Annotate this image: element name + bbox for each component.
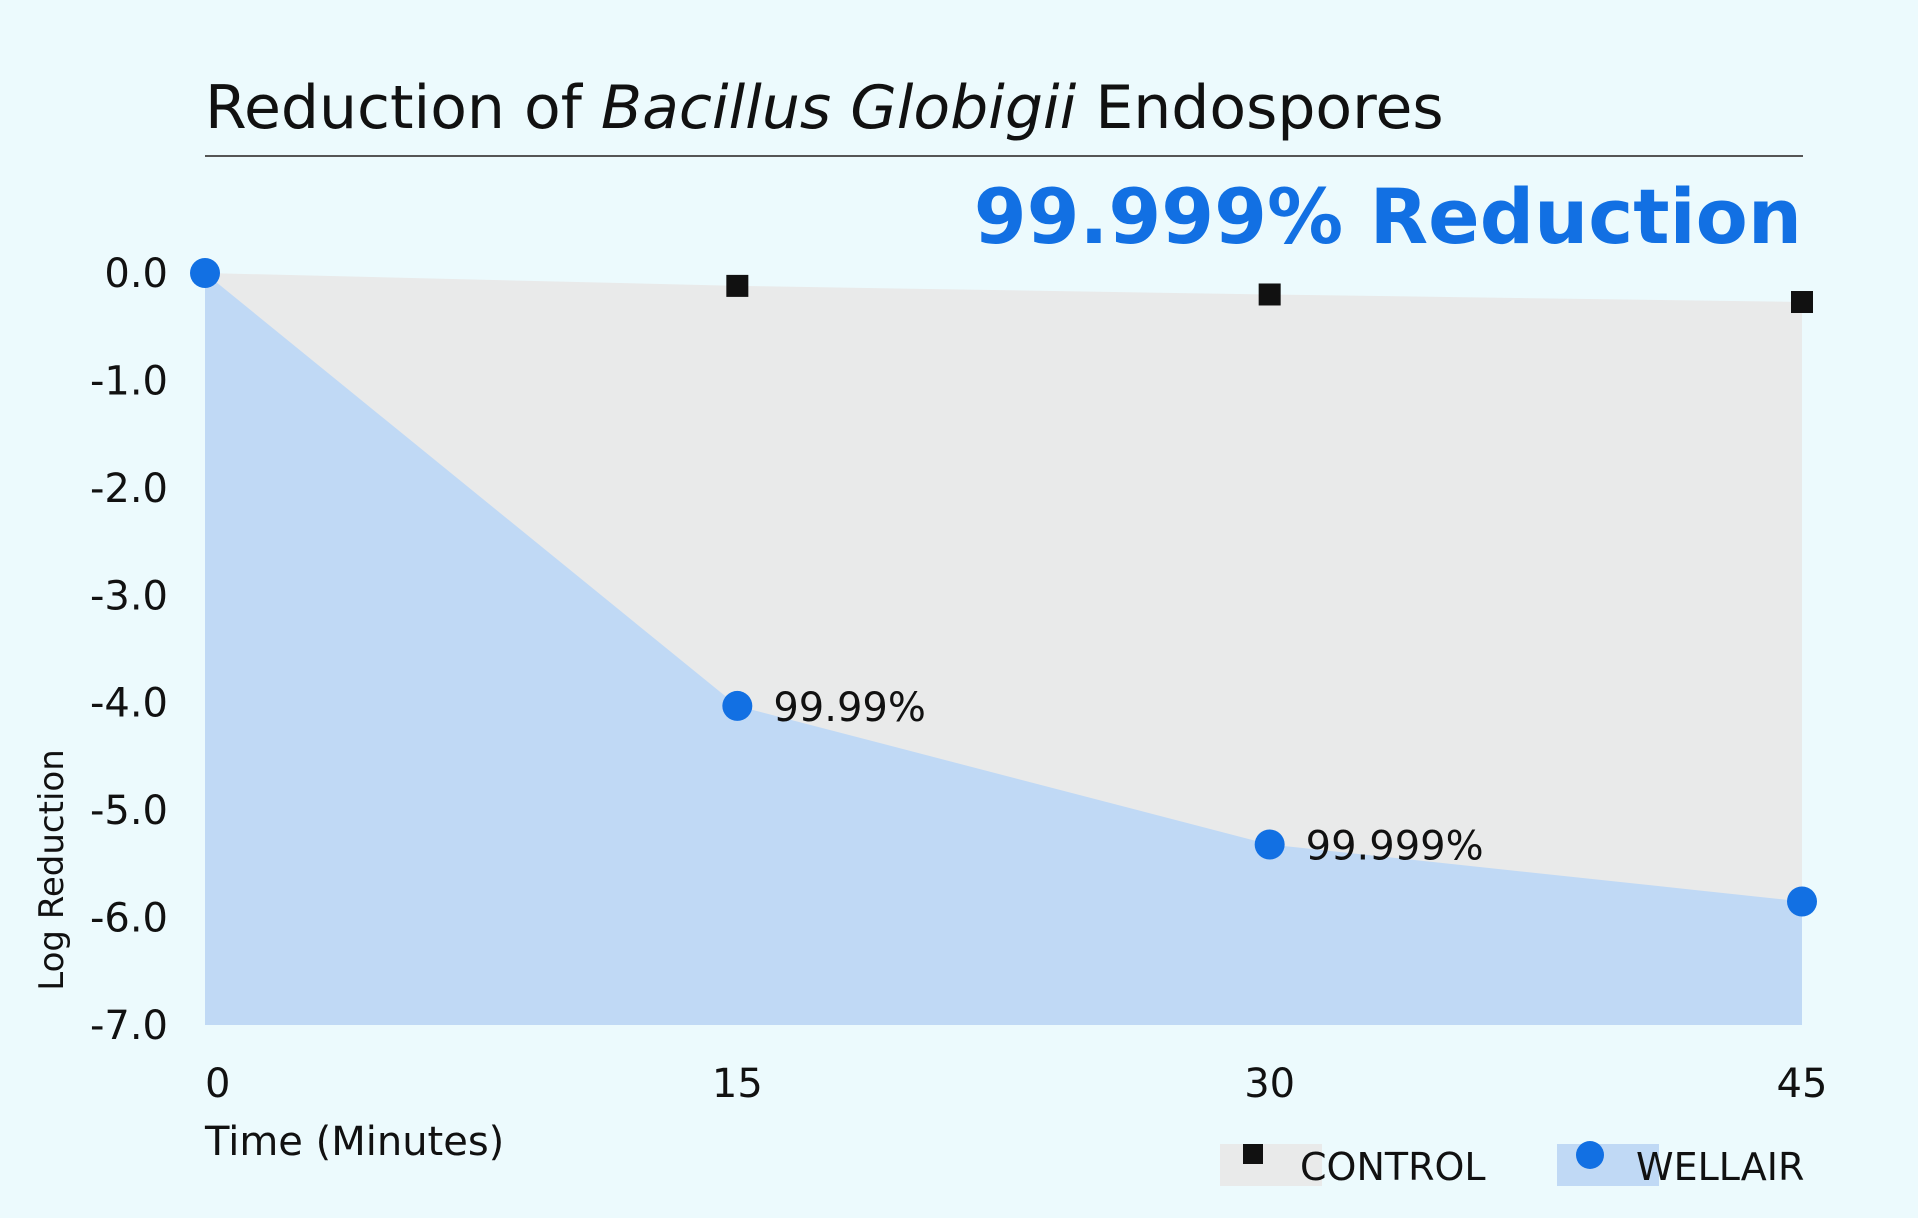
chart-title-part-1: Reduction of — [205, 73, 601, 143]
y-tick-label: -4.0 — [90, 681, 168, 727]
chart-title-italic-part: Bacillus Globigii — [601, 73, 1077, 143]
x-tick-label: 45 — [1777, 1061, 1828, 1107]
y-tick-label: -3.0 — [90, 573, 168, 619]
y-tick-label: -6.0 — [90, 896, 168, 942]
x-tick-label: 15 — [712, 1061, 763, 1107]
y-axis-ticks: 0.0 -1.0 -2.0 -3.0 -4.0 -5.0 -6.0 -7.0 — [90, 251, 168, 1049]
control-marker — [1258, 283, 1281, 306]
x-axis-ticks: 0 15 30 45 — [205, 1061, 1827, 1107]
wellair-data-label: 99.999% — [1306, 824, 1484, 870]
headline: 99.999% Reduction — [974, 172, 1802, 261]
chart-title: Reduction of Bacillus Globigii Endospore… — [205, 73, 1444, 143]
control-marker — [726, 274, 749, 297]
x-tick-label: 30 — [1244, 1061, 1295, 1107]
y-tick-label: -1.0 — [90, 358, 168, 404]
wellair-marker — [722, 690, 753, 721]
wellair-marker — [190, 258, 220, 288]
wellair-marker — [1254, 829, 1285, 860]
wellair-area — [205, 273, 1802, 1025]
legend: CONTROL WELLAIR — [1220, 1141, 1804, 1189]
marker-layer — [190, 258, 1817, 917]
y-tick-label: 0.0 — [104, 251, 168, 297]
y-tick-label: -2.0 — [90, 466, 168, 512]
legend-marker-wellair — [1576, 1141, 1604, 1169]
x-axis-title: Time (Minutes) — [204, 1119, 504, 1165]
area-layer — [205, 273, 1802, 1025]
wellair-marker — [1787, 886, 1817, 917]
y-tick-label: -7.0 — [90, 1003, 168, 1049]
legend-label-wellair: WELLAIR — [1636, 1145, 1804, 1189]
y-axis-title: Log Reduction — [32, 749, 72, 991]
y-tick-label: -5.0 — [90, 788, 168, 834]
legend-swatch-control — [1220, 1144, 1322, 1186]
control-marker — [1791, 291, 1813, 314]
legend-swatch-wellair — [1557, 1144, 1659, 1186]
x-tick-label: 0 — [205, 1061, 230, 1107]
legend-label-control: CONTROL — [1300, 1145, 1486, 1189]
legend-marker-control — [1243, 1144, 1263, 1164]
data-label-layer: 99.99% 99.999% — [773, 685, 1483, 870]
wellair-data-label: 99.99% — [773, 685, 926, 731]
chart-title-part-2: Endospores — [1076, 73, 1443, 143]
